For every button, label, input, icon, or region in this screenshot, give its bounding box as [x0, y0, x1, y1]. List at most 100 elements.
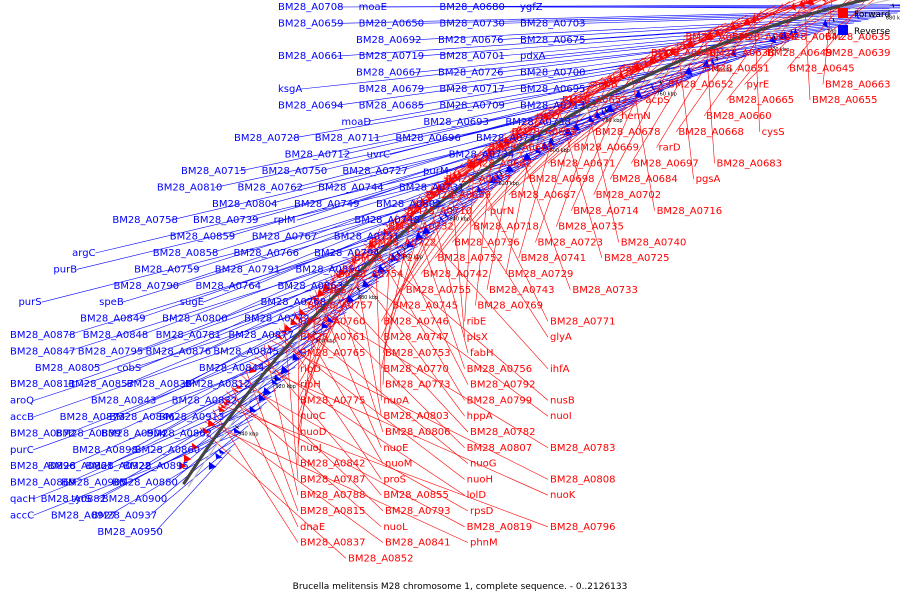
forward-gene-label: BM28_A0803: [383, 411, 449, 422]
legend-reverse-swatch: [838, 25, 848, 35]
forward-gene-feature: [516, 129, 522, 137]
reverse-gene-label: BM28_A0748: [354, 215, 420, 226]
forward-gene-label: rarD: [659, 143, 681, 154]
tick-mark: [604, 107, 608, 112]
forward-gene-label: smpB: [590, 79, 618, 90]
reverse-gene-label: BM28_A0904: [101, 428, 167, 439]
forward-gene-feature: [648, 55, 656, 65]
forward-gene-feature: [568, 97, 575, 106]
reverse-gene-label: BM28_A0751: [334, 232, 400, 243]
forward-gene-label: nuoE: [383, 443, 408, 454]
reverse-leader-line: [372, 63, 726, 139]
reverse-gene-label: BM28_A0863: [278, 281, 344, 292]
reverse-gene-label: BM28_A0800: [162, 314, 228, 325]
tick-label: 740 kbp: [712, 68, 732, 74]
reverse-gene-label: BM28_A0781: [156, 330, 222, 341]
reverse-gene-label: BM28_A0860: [135, 445, 201, 456]
forward-gene-label: BM28_A0682: [467, 158, 533, 169]
forward-gene-label: BM28_A0736: [454, 237, 520, 248]
forward-leader-line: [381, 167, 457, 338]
reverse-gene-label: BM28_A0701: [439, 51, 505, 62]
reverse-gene-feature: [793, 27, 799, 37]
forward-gene-label: BM28_A0646: [651, 48, 717, 59]
forward-gene-feature: [179, 461, 187, 470]
forward-gene-label: BM28_A0651: [704, 64, 770, 75]
tick-mark: [832, 17, 835, 23]
forward-gene-feature: [730, 22, 737, 31]
forward-gene-labels: BM28_A0633BM28_A0634BM28_A0642BM28_A0635…: [300, 32, 891, 564]
tick-mark: [773, 35, 776, 40]
forward-leader-line: [556, 102, 603, 259]
forward-gene-label: BM28_A0852: [348, 553, 414, 564]
reverse-leader-line: [253, 178, 508, 287]
tick-label: 700 kbp: [827, 30, 847, 36]
forward-gene-label: BM28_A0636: [709, 48, 775, 59]
forward-gene-label: BM28_A0775: [300, 395, 366, 406]
reverse-gene-label: BM28_A0858: [153, 248, 219, 259]
forward-leader-line: [706, 0, 837, 54]
reverse-gene-label: accC: [10, 510, 34, 521]
reverse-gene-label: BM28_A0675: [520, 35, 586, 46]
forward-leader-line: [764, 0, 852, 54]
forward-gene-label: BM28_A0698: [529, 174, 595, 185]
reverse-leader-line: [364, 53, 754, 123]
forward-gene-label: BM28_A0669: [574, 143, 640, 154]
reverse-gene-label: BM28_A0749: [294, 199, 360, 210]
forward-gene-feature: [277, 333, 284, 340]
reverse-gene-label: BM28_A0839: [55, 428, 121, 439]
reverse-gene-feature: [702, 59, 711, 68]
reverse-gene-feature: [535, 146, 542, 154]
reverse-gene-label: BM28_A0882: [41, 494, 107, 505]
reverse-gene-label: BM28_A0812: [185, 379, 251, 390]
inner-ring: [187, 0, 892, 488]
forward-leader-line: [426, 190, 469, 354]
reverse-leader-line: [117, 312, 347, 418]
reverse-leader-line: [98, 413, 258, 500]
forward-gene-feature: [443, 177, 452, 186]
forward-gene-feature: [431, 189, 437, 197]
forward-gene-label: BM28_A0634: [732, 32, 798, 43]
forward-gene-label: BM28_A0642: [778, 32, 844, 43]
forward-gene-feature: [290, 318, 298, 326]
forward-leader-line: [475, 142, 494, 306]
forward-gene-label: nuoD: [300, 427, 327, 438]
reverse-gene-label: BM28_A0905: [61, 478, 127, 489]
forward-gene-feature: [704, 31, 714, 40]
forward-leader-line: [486, 125, 519, 290]
forward-gene-label: BM28_A0633: [685, 32, 751, 43]
forward-gene-label: BM28_A0742: [423, 269, 489, 280]
reverse-gene-label: BM28_A0843: [91, 396, 157, 407]
forward-leader-line: [297, 228, 381, 401]
reverse-gene-feature: [548, 137, 555, 146]
forward-gene-label: BM28_A0755: [406, 285, 472, 296]
forward-gene-feature: [368, 240, 376, 248]
forward-gene-label: BM28_A0732: [388, 222, 454, 233]
reverse-gene-label: BM28_A0708: [278, 2, 344, 13]
forward-gene-label: BM28_A0754: [338, 269, 404, 280]
forward-leader-line: [203, 421, 469, 543]
reverse-gene-label: BM28_A0794: [314, 248, 380, 259]
tick-mark: [715, 56, 719, 61]
forward-gene-feature: [394, 219, 401, 226]
reverse-gene-label: BM28_A0730: [439, 18, 505, 29]
forward-leader-line: [511, 129, 571, 290]
forward-gene-label: BM28_A0678: [595, 127, 661, 138]
forward-gene-label: ribD: [300, 364, 321, 375]
reverse-leader-line: [495, 17, 876, 41]
reverse-leader-line: [95, 142, 565, 254]
reverse-gene-label: BM28_A0715: [181, 166, 247, 177]
forward-gene-label: BM28_A0841: [385, 538, 451, 549]
reverse-gene-feature: [684, 66, 693, 76]
forward-gene-feature: [224, 397, 232, 404]
forward-gene-feature: [602, 78, 610, 87]
reverse-gene-feature: [327, 315, 334, 323]
forward-gene-label: recO: [536, 111, 560, 122]
reverse-gene-feature: [601, 108, 607, 117]
forward-leader-line: [822, 0, 833, 85]
tick-mark: [551, 138, 554, 143]
forward-gene-label: BM28_A0746: [383, 316, 449, 327]
reverse-gene-feature: [789, 29, 795, 38]
reverse-leader-line: [122, 191, 489, 303]
forward-leader-line: [221, 397, 465, 528]
